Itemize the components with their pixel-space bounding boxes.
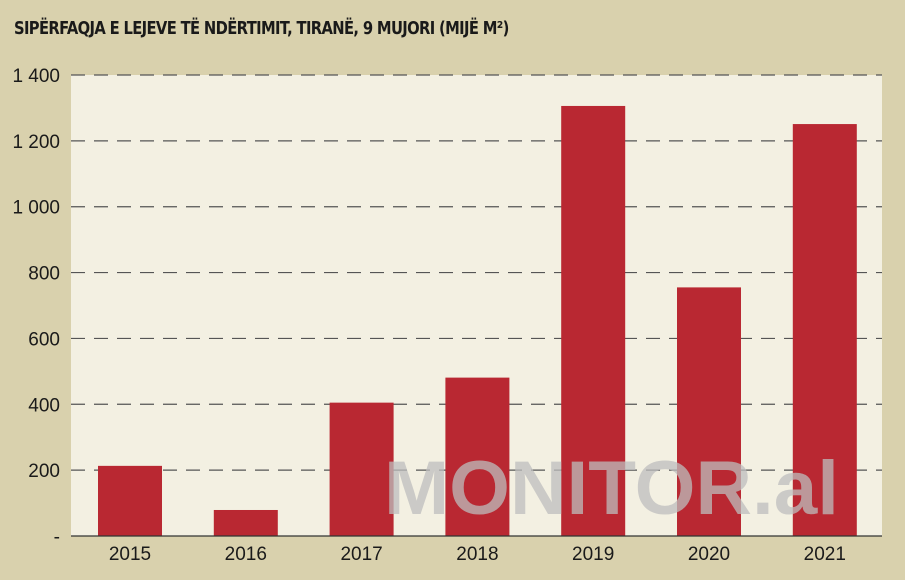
x-tick-label: 2020 — [688, 544, 730, 565]
chart-title: SIPËRFAQJA E LEJEVE TË NDËRTIMIT, TIRANË… — [14, 18, 509, 39]
y-tick-label: 200 — [28, 461, 60, 482]
bar-2020 — [677, 287, 741, 536]
y-tick-label: 800 — [28, 264, 60, 285]
bar-2019 — [561, 105, 626, 537]
bar-2021 — [792, 124, 857, 536]
bar-2017 — [329, 402, 394, 536]
x-tick-label: 2018 — [456, 544, 498, 565]
bar-2016 — [213, 509, 278, 536]
x-tick-label: 2015 — [109, 544, 151, 565]
y-tick-label: 400 — [28, 395, 60, 416]
x-tick-label: 2021 — [804, 544, 846, 565]
y-tick-label: 1 400 — [12, 66, 60, 87]
y-tick-label: 1 000 — [12, 198, 60, 219]
x-tick-label: 2016 — [225, 544, 267, 565]
watermark: MONITOR.al — [384, 446, 839, 531]
bar-2015 — [98, 465, 162, 536]
y-tick-label: - — [54, 527, 60, 548]
y-tick-label: 600 — [28, 329, 60, 350]
y-tick-label: 1 200 — [12, 132, 60, 153]
x-tick-label: 2019 — [572, 544, 614, 565]
bar-2018 — [445, 377, 510, 536]
x-tick-label: 2017 — [340, 544, 382, 565]
